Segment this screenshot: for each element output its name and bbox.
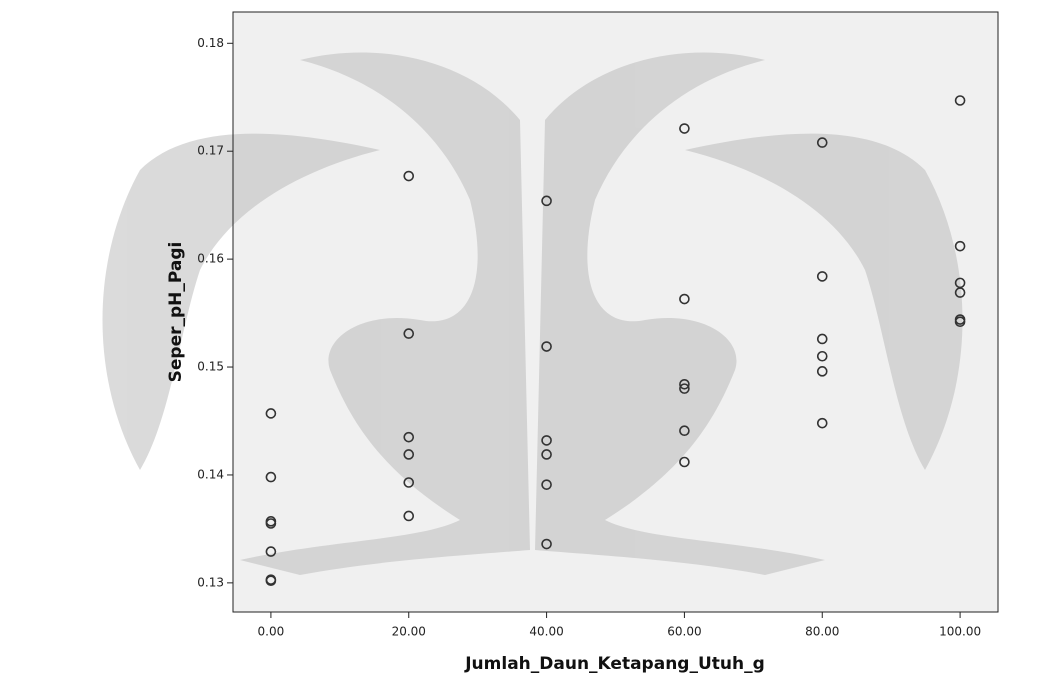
y-tick-label: 0.18 [197,36,224,50]
x-tick-label: 80.00 [805,625,839,639]
x-tick-label: 100.00 [939,625,981,639]
chart: Jumlah_Daun_Ketapang_Utuh_g Seper_pH_Pag… [0,0,1061,679]
x-axis-title: Jumlah_Daun_Ketapang_Utuh_g [464,654,765,674]
y-tick-label: 0.17 [197,144,224,158]
x-tick-label: 40.00 [529,625,563,639]
y-tick-label: 0.16 [197,252,224,266]
y-tick-label: 0.15 [197,360,224,374]
page: {"chart_data": { "type": "scatter", "x_l… [0,0,1061,679]
x-tick-label: 20.00 [392,625,426,639]
y-axis-title: Seper_pH_Pagi [166,242,186,383]
y-tick-label: 0.14 [197,467,224,481]
x-tick-label: 0.00 [258,625,285,639]
y-tick-label: 0.13 [197,575,224,589]
x-tick-label: 60.00 [667,625,701,639]
